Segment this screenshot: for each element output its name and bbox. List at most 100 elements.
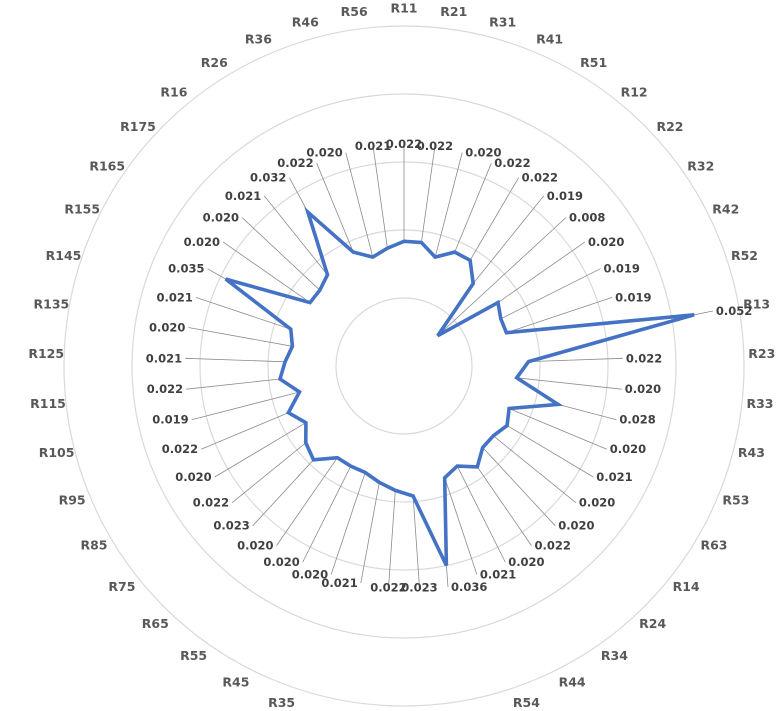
category-label-R11: R11: [390, 1, 417, 16]
leader-line-R52: [506, 297, 613, 334]
value-label-R75: 0.022: [193, 496, 229, 510]
leader-line-R33: [516, 377, 622, 390]
category-label-R41: R41: [536, 32, 563, 47]
leader-line-R56: [372, 146, 388, 249]
leader-line-R14: [493, 435, 577, 504]
value-label-R34: 0.022: [535, 539, 571, 553]
leader-line-R53: [508, 408, 607, 450]
leader-line-R135: [188, 327, 293, 347]
category-label-R75: R75: [108, 579, 135, 594]
category-label-R105: R105: [39, 445, 75, 460]
value-label-R45: 0.020: [263, 555, 299, 569]
category-labels: R11 R21 R31 R41 R51 R12 R22 R32 R42 R52 R13 R23 R33 R…: [28, 1, 775, 711]
category-label-R14: R14: [673, 579, 700, 594]
category-label-R52: R52: [731, 248, 758, 263]
leader-line-R44: [456, 465, 506, 563]
leader-line-R155: [207, 268, 226, 280]
value-label-R54: 0.021: [480, 568, 516, 582]
category-label-R95: R95: [59, 493, 86, 508]
leader-line-R145: [195, 297, 291, 330]
value-label-R42: 0.019: [604, 262, 640, 276]
leader-line-R23: [528, 357, 623, 362]
category-label-R65: R65: [142, 616, 169, 631]
value-label-R135: 0.020: [149, 321, 185, 335]
value-label-R63: 0.021: [596, 470, 632, 484]
category-label-R54: R54: [513, 695, 540, 710]
value-label-R155: 0.035: [168, 262, 204, 276]
grid-ring-5: [63, 25, 745, 707]
leader-line-R32: [497, 241, 586, 303]
category-label-R56: R56: [341, 4, 368, 19]
value-label-R16: 0.021: [225, 189, 261, 203]
leader-line-R31: [434, 152, 463, 258]
category-label-R53: R53: [722, 493, 749, 508]
leader-line-R175: [241, 217, 321, 291]
leader-line-R54: [444, 477, 478, 575]
value-label-R26: 0.032: [250, 171, 286, 185]
value-label-R52: 0.019: [615, 290, 651, 304]
leader-line-R85: [214, 422, 307, 478]
value-label-R56: 0.021: [355, 139, 391, 153]
category-label-R16: R16: [160, 84, 187, 99]
category-label-R155: R155: [64, 202, 100, 217]
leader-line-R105: [191, 391, 300, 421]
leader-line-R35: [330, 472, 366, 575]
leader-line-R15: [388, 490, 396, 588]
category-label-R34: R34: [601, 648, 628, 663]
category-label-R25: R25: [316, 709, 343, 711]
leader-line-R41: [454, 163, 492, 253]
leader-line-R34: [476, 466, 532, 546]
value-label-R22: 0.008: [569, 211, 605, 225]
category-label-R13: R13: [743, 296, 770, 311]
value-label-R35: 0.020: [292, 568, 328, 582]
value-label-R85: 0.020: [175, 470, 211, 484]
category-label-R145: R145: [46, 248, 82, 263]
value-label-R64: 0.036: [451, 580, 487, 594]
leader-line-R165: [222, 241, 311, 303]
leader-line-R63: [506, 425, 594, 478]
leader-line-R95: [201, 412, 289, 450]
category-label-R55: R55: [180, 648, 207, 663]
category-label-R36: R36: [245, 32, 272, 47]
category-label-R63: R63: [700, 538, 727, 553]
leader-line-R45: [302, 465, 352, 563]
grid-ring-4: [131, 93, 677, 639]
value-label-R105: 0.019: [152, 413, 188, 427]
value-label-R115: 0.022: [147, 382, 183, 396]
value-label-R36: 0.022: [277, 156, 313, 170]
value-label-R11: 0.022: [386, 137, 422, 151]
category-label-R165: R165: [89, 158, 125, 173]
category-label-R23: R23: [748, 346, 775, 361]
category-label-R22: R22: [656, 119, 683, 134]
leader-line-R21: [421, 146, 436, 243]
leader-line-R26: [289, 177, 309, 213]
grid-ring-2: [267, 229, 541, 503]
leader-line-R115: [186, 378, 281, 390]
category-label-R33: R33: [746, 396, 773, 411]
grid-rings: [63, 25, 745, 707]
leader-line-R64: [446, 565, 449, 588]
value-label-R21: 0.022: [417, 139, 453, 153]
value-label-R32: 0.020: [588, 235, 624, 249]
leader-line-R24: [482, 447, 556, 526]
value-label-R15: 0.022: [370, 581, 406, 595]
category-label-R44: R44: [559, 675, 586, 690]
category-label-R12: R12: [621, 84, 648, 99]
value-label-R44: 0.020: [508, 555, 544, 569]
category-label-R85: R85: [80, 538, 107, 553]
value-label-R51: 0.022: [522, 171, 558, 185]
value-label-R31: 0.020: [465, 146, 501, 160]
value-label-R12: 0.019: [547, 189, 583, 203]
leader-line-R42: [500, 268, 601, 320]
category-label-R31: R31: [489, 14, 516, 29]
leader-line-R13: [694, 310, 713, 316]
value-label-R65: 0.023: [213, 519, 249, 533]
label-leaders: [185, 144, 713, 588]
category-label-R115: R115: [30, 396, 66, 411]
leader-line-R25: [360, 482, 380, 584]
value-label-R46: 0.020: [306, 146, 342, 160]
series-line: [224, 206, 695, 567]
value-label-R41: 0.022: [494, 156, 530, 170]
value-label-R74: 0.023: [401, 581, 437, 595]
value-label-R13: 0.052: [716, 304, 752, 318]
